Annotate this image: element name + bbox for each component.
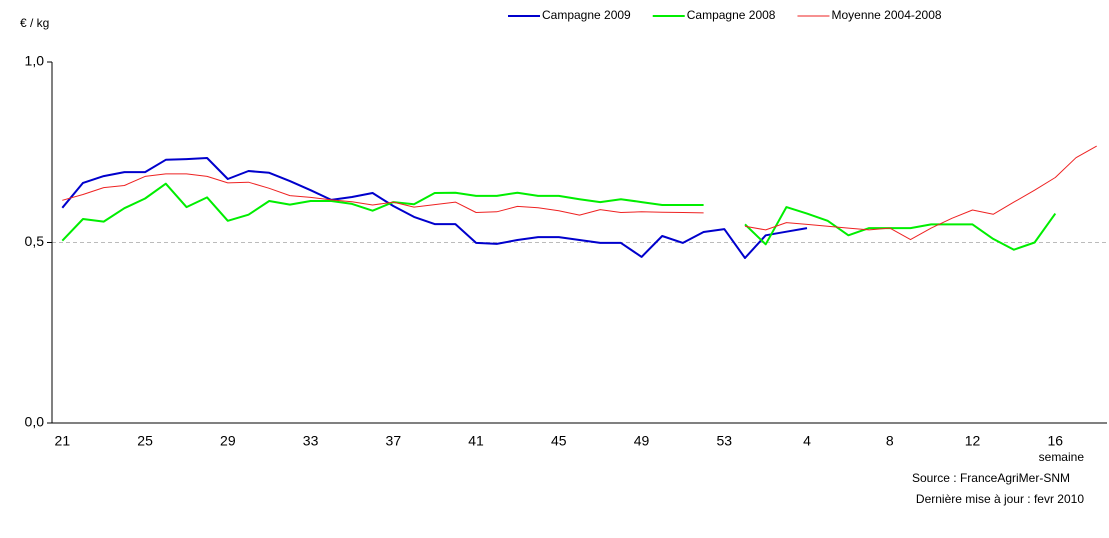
series-line bbox=[61, 182, 1057, 251]
x-tick-label: 8 bbox=[886, 433, 894, 449]
x-tick-label: 41 bbox=[468, 433, 484, 449]
legend-label: Campagne 2008 bbox=[687, 8, 776, 22]
series-line bbox=[62, 145, 1097, 241]
x-tick-label: 16 bbox=[1047, 433, 1063, 449]
legend-label: Campagne 2009 bbox=[542, 8, 631, 22]
x-tick-label: 4 bbox=[803, 433, 811, 449]
series-line bbox=[61, 157, 808, 259]
x-tick-label: 45 bbox=[551, 433, 567, 449]
legend-label: Moyenne 2004-2008 bbox=[831, 8, 941, 22]
y-unit: € / kg bbox=[20, 16, 49, 30]
x-tick-label: 53 bbox=[717, 433, 733, 449]
source: Source : FranceAgriMer-SNM bbox=[912, 471, 1070, 485]
x-tick-label: 37 bbox=[386, 433, 402, 449]
x-tick-label: 12 bbox=[965, 433, 981, 449]
x-axis-label: semaine bbox=[1039, 450, 1085, 464]
x-tick-label: 33 bbox=[303, 433, 319, 449]
y-tick-label: 0,0 bbox=[25, 414, 45, 430]
updated: Dernière mise à jour : fevr 2010 bbox=[916, 492, 1084, 506]
x-tick-label: 25 bbox=[137, 433, 153, 449]
x-tick-label: 49 bbox=[634, 433, 650, 449]
x-tick-label: 29 bbox=[220, 433, 236, 449]
y-tick-label: 1,0 bbox=[25, 53, 45, 69]
x-tick-label: 21 bbox=[55, 433, 71, 449]
y-tick-label: 0,5 bbox=[25, 233, 45, 249]
